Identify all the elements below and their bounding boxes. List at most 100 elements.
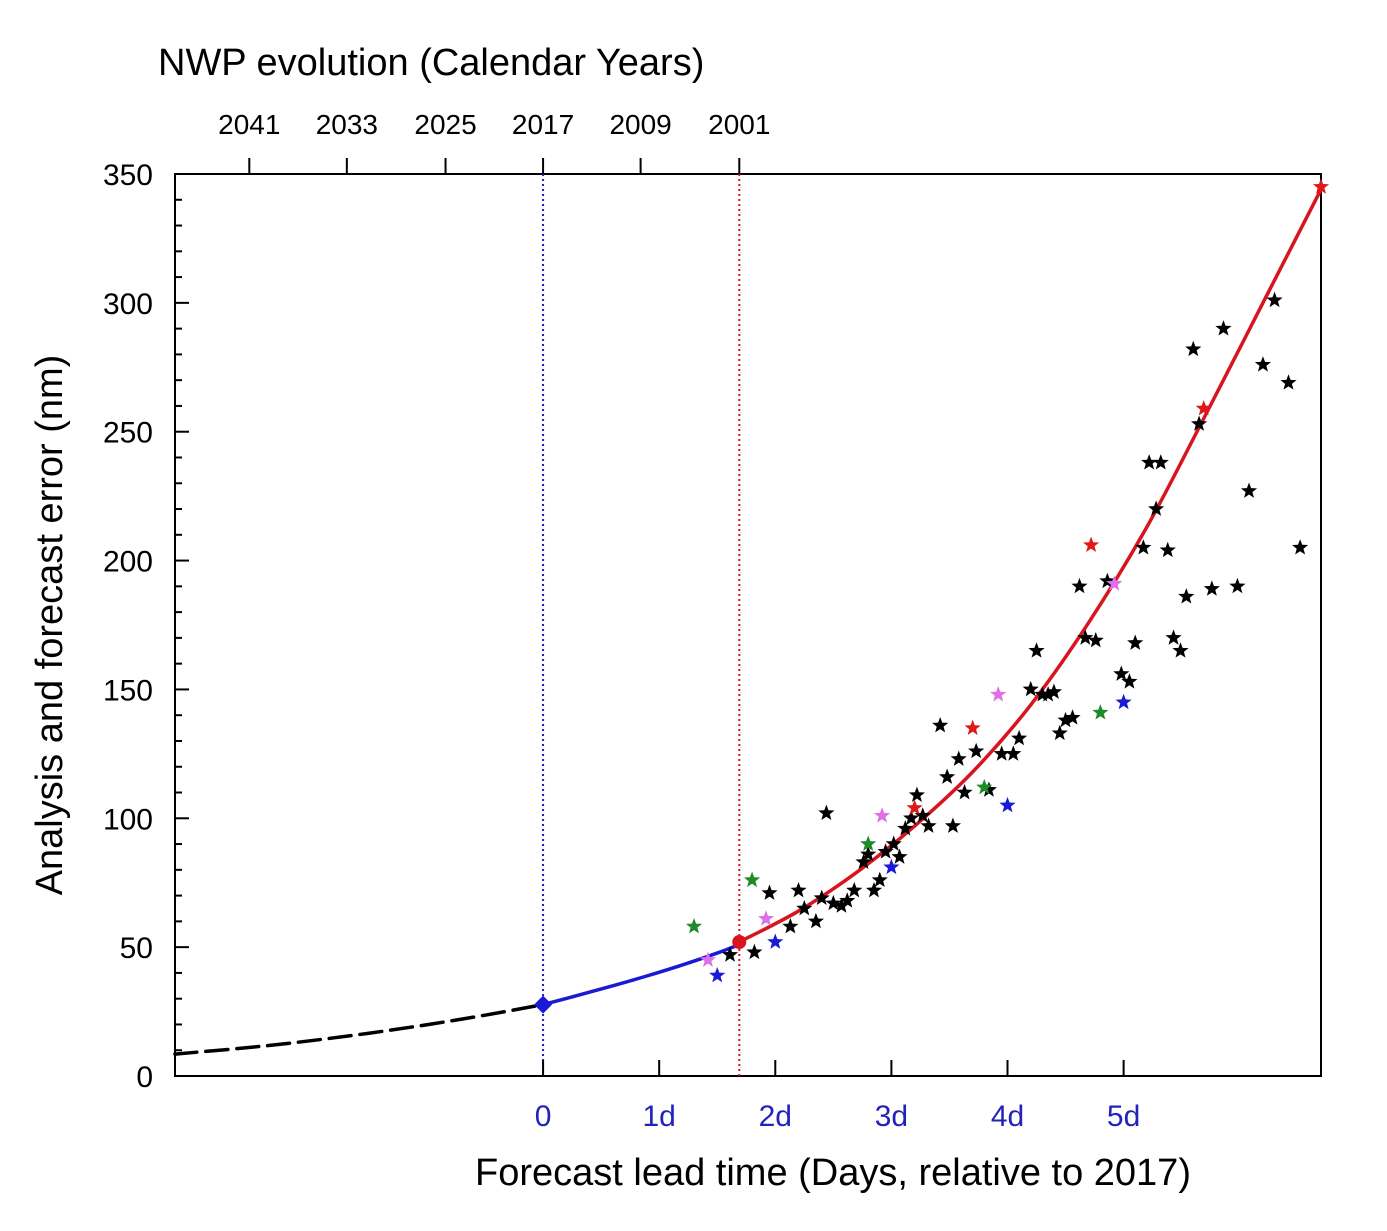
top-year-label: 2025 <box>414 109 476 140</box>
black-star-point <box>939 768 956 784</box>
y-tick-label: 50 <box>120 932 153 965</box>
black-star-point <box>1022 680 1039 697</box>
black-star-point <box>1057 711 1074 728</box>
red-star-point <box>1195 400 1212 416</box>
vertical-reference-lines <box>542 174 741 1076</box>
black-star-point <box>903 809 920 826</box>
axis-ticks <box>175 158 1125 1077</box>
black-star-point <box>1064 709 1081 725</box>
black-star-point <box>825 894 842 911</box>
black-star-point <box>1051 724 1068 741</box>
y-tick-label: 350 <box>103 159 153 192</box>
black-star-point <box>1159 541 1176 558</box>
y-tick-label: 200 <box>103 546 153 579</box>
violet-star-point <box>990 686 1007 702</box>
black-star-point <box>1087 631 1104 648</box>
violet-star-point <box>757 910 775 926</box>
y-tick-label: 100 <box>103 803 153 836</box>
marker-2017-analysis <box>534 995 553 1014</box>
x-axis-title: Forecast lead time (Days, relative to 20… <box>475 1152 1191 1194</box>
black-star-point <box>1229 577 1246 594</box>
black-star-point <box>746 943 763 960</box>
chart-title: NWP evolution (Calendar Years) <box>158 42 704 84</box>
black-star-point <box>1185 340 1202 357</box>
black-star-point <box>1113 665 1130 681</box>
blue-star-point <box>883 858 900 875</box>
black-star-point <box>1215 320 1232 336</box>
marker-2001-analysis <box>732 934 747 949</box>
curve-forecast-trend <box>737 187 1323 944</box>
black-star-point <box>846 881 863 898</box>
y-tick-label: 150 <box>103 674 153 707</box>
black-star-point <box>993 745 1010 761</box>
black-star-point <box>914 807 931 823</box>
x-tick-label: 5d <box>1107 1100 1140 1133</box>
x-tick-label: 1d <box>642 1100 675 1133</box>
black-star-point <box>920 817 937 833</box>
top-year-label: 2001 <box>708 109 770 140</box>
black-star-point <box>885 835 902 851</box>
x-tick-label: 3d <box>875 1100 908 1133</box>
black-star-point <box>1099 572 1116 589</box>
green-star-point <box>860 835 877 851</box>
curve-projection <box>173 1002 545 1056</box>
black-star-point <box>833 897 850 913</box>
plot-frame <box>174 173 1322 1077</box>
x-tick-label: 2d <box>759 1100 792 1133</box>
black-star-point <box>1280 374 1297 390</box>
black-star-point <box>1071 577 1088 594</box>
black-star-point <box>782 918 799 934</box>
black-star-point <box>1165 629 1182 645</box>
black-star-point <box>790 881 807 898</box>
black-star-point <box>1178 588 1195 604</box>
black-star-point <box>860 845 877 862</box>
black-star-point <box>813 889 830 906</box>
black-star-point <box>796 899 813 916</box>
black-star-point <box>855 853 872 869</box>
black-star-point <box>1005 745 1022 761</box>
black-star-point <box>818 804 835 821</box>
black-star-point <box>1127 634 1144 650</box>
blue-star-point <box>1115 693 1132 710</box>
blue-star-point <box>999 796 1016 813</box>
black-star-point <box>891 848 908 864</box>
black-star-point <box>1240 482 1258 498</box>
black-star-point <box>1292 539 1309 555</box>
black-star-point <box>871 871 888 888</box>
black-star-point <box>980 781 998 797</box>
black-star-point <box>1135 539 1152 555</box>
black-star-point <box>1266 291 1283 308</box>
green-star-point <box>1092 704 1109 720</box>
y-axis-title: Analysis and forecast error (nm) <box>29 355 71 896</box>
black-star-point <box>1152 454 1169 470</box>
black-star-point <box>956 784 973 800</box>
top-year-label: 2009 <box>609 109 671 140</box>
red-star-point <box>1312 178 1330 194</box>
black-star-point <box>1141 454 1158 470</box>
black-star-point <box>1045 683 1063 699</box>
black-star-point <box>807 912 825 929</box>
tick-labels: 0 50 100 150 200 250 300 350 0 1d 2d 3d 4d 5d 2041 2033… <box>103 109 1140 1133</box>
black-star-point <box>1172 642 1189 658</box>
black-star-point <box>944 817 962 833</box>
green-star-point <box>685 918 703 934</box>
black-star-point <box>897 820 914 836</box>
green-star-point <box>976 778 993 795</box>
red-star-point <box>964 719 981 735</box>
black-star-point <box>721 946 739 962</box>
violet-star-point <box>1106 575 1123 591</box>
curve-analysis-trend <box>541 942 742 1007</box>
red-star-point <box>906 799 923 815</box>
black-star-point <box>908 786 926 802</box>
black-star-point <box>932 717 949 733</box>
black-star-point <box>968 742 985 759</box>
x-tick-label: 4d <box>991 1100 1024 1133</box>
black-star-point <box>1011 729 1028 746</box>
black-star-point <box>761 884 778 900</box>
black-star-point <box>950 750 967 766</box>
green-star-point <box>743 871 761 888</box>
black-star-point <box>839 892 856 908</box>
blue-star-point <box>709 966 726 983</box>
black-star-point <box>1077 629 1094 645</box>
